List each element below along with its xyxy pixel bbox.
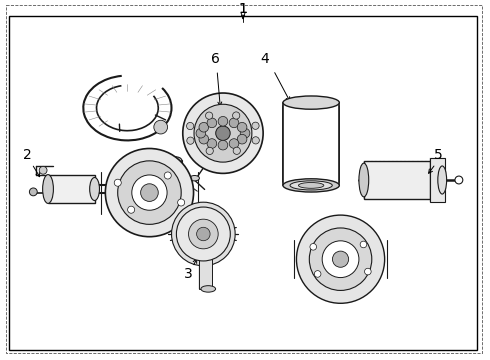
Ellipse shape bbox=[283, 179, 339, 192]
Circle shape bbox=[183, 93, 263, 174]
Circle shape bbox=[114, 179, 122, 186]
Circle shape bbox=[252, 122, 259, 129]
Ellipse shape bbox=[201, 286, 216, 292]
Circle shape bbox=[177, 199, 185, 206]
Ellipse shape bbox=[166, 157, 182, 164]
Ellipse shape bbox=[283, 96, 339, 109]
Ellipse shape bbox=[359, 163, 368, 197]
Circle shape bbox=[233, 147, 241, 154]
Circle shape bbox=[207, 139, 217, 148]
Circle shape bbox=[233, 112, 240, 119]
Circle shape bbox=[196, 227, 210, 241]
Ellipse shape bbox=[438, 166, 447, 194]
Circle shape bbox=[237, 134, 247, 144]
Ellipse shape bbox=[166, 168, 182, 175]
Circle shape bbox=[240, 129, 250, 138]
Circle shape bbox=[164, 172, 171, 179]
Circle shape bbox=[309, 228, 372, 291]
Circle shape bbox=[205, 112, 213, 119]
Circle shape bbox=[229, 118, 239, 128]
Circle shape bbox=[141, 184, 158, 202]
Circle shape bbox=[252, 137, 259, 144]
Circle shape bbox=[127, 206, 135, 213]
Text: 6: 6 bbox=[211, 53, 220, 66]
Circle shape bbox=[132, 175, 167, 210]
Ellipse shape bbox=[298, 183, 324, 188]
Ellipse shape bbox=[90, 177, 99, 201]
Circle shape bbox=[154, 120, 168, 134]
Circle shape bbox=[237, 122, 247, 132]
Circle shape bbox=[187, 122, 194, 130]
Circle shape bbox=[187, 137, 194, 144]
Circle shape bbox=[314, 271, 321, 277]
Ellipse shape bbox=[290, 181, 332, 190]
Circle shape bbox=[322, 241, 359, 278]
Circle shape bbox=[207, 118, 217, 128]
Circle shape bbox=[206, 147, 213, 154]
Circle shape bbox=[296, 215, 385, 303]
Circle shape bbox=[199, 122, 209, 132]
Circle shape bbox=[360, 241, 367, 248]
Text: 1: 1 bbox=[239, 3, 247, 16]
Text: 4: 4 bbox=[260, 53, 269, 66]
Bar bbox=[48, 175, 95, 203]
Text: 2: 2 bbox=[23, 148, 31, 162]
Circle shape bbox=[332, 251, 348, 267]
Text: 5: 5 bbox=[434, 148, 443, 162]
Text: 3: 3 bbox=[184, 267, 193, 280]
Circle shape bbox=[172, 202, 235, 266]
Ellipse shape bbox=[190, 176, 199, 181]
Circle shape bbox=[39, 166, 47, 174]
Bar bbox=[199, 251, 212, 289]
Circle shape bbox=[196, 129, 206, 138]
Circle shape bbox=[218, 140, 228, 150]
Circle shape bbox=[199, 134, 209, 144]
Ellipse shape bbox=[43, 175, 53, 203]
Bar bbox=[364, 161, 430, 199]
Circle shape bbox=[216, 126, 230, 140]
Circle shape bbox=[218, 116, 228, 126]
Circle shape bbox=[105, 149, 194, 237]
Circle shape bbox=[229, 139, 239, 148]
Circle shape bbox=[118, 161, 181, 224]
Text: 1: 1 bbox=[239, 3, 247, 16]
Circle shape bbox=[365, 268, 371, 275]
Circle shape bbox=[310, 243, 317, 250]
Bar bbox=[430, 158, 444, 202]
Circle shape bbox=[189, 219, 218, 249]
Circle shape bbox=[194, 104, 252, 162]
Circle shape bbox=[455, 176, 463, 184]
Circle shape bbox=[176, 207, 230, 261]
Circle shape bbox=[29, 188, 37, 196]
Bar bbox=[283, 103, 339, 185]
